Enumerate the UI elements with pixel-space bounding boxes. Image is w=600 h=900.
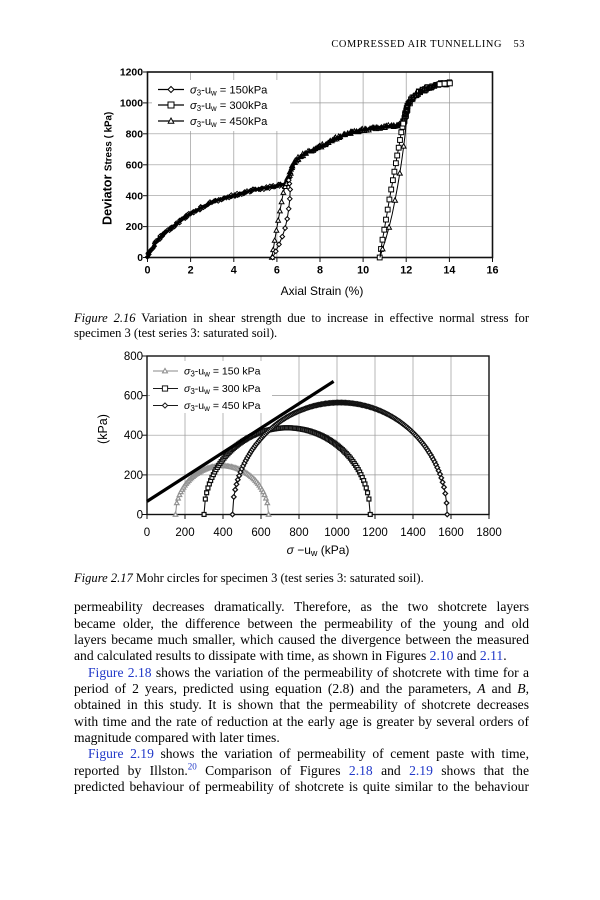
svg-text:2: 2	[188, 265, 194, 277]
svg-text:(kPa): (kPa)	[96, 414, 110, 444]
svg-text:1200: 1200	[362, 527, 388, 539]
svg-text:800: 800	[126, 129, 144, 140]
svg-text:0: 0	[137, 510, 143, 522]
svg-text:16: 16	[486, 265, 498, 277]
svg-text:1200: 1200	[120, 68, 143, 79]
svg-text:400: 400	[213, 527, 232, 539]
svg-text:200: 200	[126, 222, 144, 233]
svg-text:Axial Strain (%): Axial Strain (%)	[281, 284, 364, 298]
svg-text:200: 200	[175, 527, 194, 539]
svg-text:800: 800	[289, 527, 308, 539]
svg-text:σ3-uw = 450 kPa: σ3-uw = 450 kPa	[184, 400, 261, 413]
svg-text:1000: 1000	[324, 527, 350, 539]
svg-text:200: 200	[124, 470, 143, 482]
svg-text:σ3-uw = 300kPa: σ3-uw = 300kPa	[190, 100, 268, 113]
svg-text:600: 600	[251, 527, 270, 539]
svg-text:400: 400	[124, 430, 143, 442]
svg-text:8: 8	[317, 265, 323, 277]
svg-text:12: 12	[400, 265, 412, 277]
svg-text:σ3-uw = 300 kPa: σ3-uw = 300 kPa	[184, 383, 261, 396]
svg-text:14: 14	[443, 265, 455, 277]
svg-text:4: 4	[231, 265, 237, 277]
svg-text:Deviator Stress ( kPa): Deviator Stress ( kPa)	[101, 112, 115, 225]
svg-text:0: 0	[144, 527, 150, 539]
svg-text:1000: 1000	[120, 99, 143, 110]
svg-text:1400: 1400	[400, 527, 426, 539]
svg-text:400: 400	[126, 191, 144, 202]
svg-text:σ3-uw = 150kPa: σ3-uw = 150kPa	[190, 85, 268, 98]
svg-text:600: 600	[124, 391, 143, 403]
svg-text:σ −uw (kPa): σ −uw (kPa)	[287, 543, 350, 558]
svg-text:1800: 1800	[476, 527, 502, 539]
svg-text:0: 0	[137, 253, 143, 264]
svg-text:6: 6	[274, 265, 280, 277]
svg-text:800: 800	[124, 351, 143, 363]
svg-text:σ3-uw = 450kPa: σ3-uw = 450kPa	[190, 116, 268, 129]
svg-text:0: 0	[144, 265, 150, 277]
svg-text:600: 600	[126, 160, 144, 171]
svg-text:σ3-uw = 150 kPa: σ3-uw = 150 kPa	[184, 366, 261, 379]
svg-text:10: 10	[357, 265, 369, 277]
svg-text:1600: 1600	[438, 527, 464, 539]
